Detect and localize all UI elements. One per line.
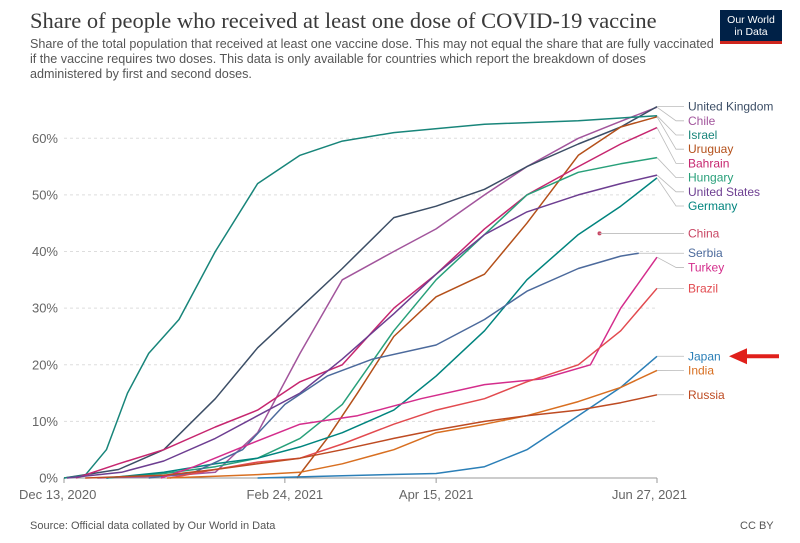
series-line-serbia[interactable] xyxy=(148,252,639,479)
legend-connector xyxy=(656,116,684,150)
legend-label-hungary[interactable]: Hungary xyxy=(688,171,733,185)
series-line-chile[interactable] xyxy=(97,106,658,479)
legend-connector xyxy=(656,174,684,193)
annotation xyxy=(729,348,779,365)
series-line-japan[interactable] xyxy=(257,355,658,479)
legend-label-chile[interactable]: Chile xyxy=(688,114,716,128)
legend-connector xyxy=(656,256,684,268)
legend-connector xyxy=(656,106,684,122)
legend-label-serbia[interactable]: Serbia xyxy=(688,246,723,260)
legend-connector xyxy=(656,115,684,136)
source-note[interactable]: Source: Official data collated by Our Wo… xyxy=(30,520,276,532)
series-line-united-kingdom[interactable] xyxy=(63,105,658,479)
series-line-turkey[interactable] xyxy=(160,256,658,479)
legend-label-united-kingdom[interactable]: United Kingdom xyxy=(688,100,773,114)
y-tick-label: 60% xyxy=(32,131,58,146)
series-line-hungary[interactable] xyxy=(106,156,658,479)
series-line-uruguay[interactable] xyxy=(296,116,658,479)
series-line-india[interactable] xyxy=(166,369,658,479)
x-tick-label: Feb 24, 2021 xyxy=(247,487,324,502)
axes: 0% 10% 20% 30% 40% 50% 60% Dec 13, 2020 Feb 24, … xyxy=(19,131,687,502)
y-tick-label: 50% xyxy=(32,187,58,202)
series-line-israel[interactable] xyxy=(63,114,658,479)
legend-connector xyxy=(656,127,684,164)
chart-title: Share of people who received at least on… xyxy=(30,8,657,33)
series-line-russia[interactable] xyxy=(85,394,658,479)
logo-line-1: Our World xyxy=(727,14,775,26)
legend: United KingdomChileIsraelUruguayBahrainH… xyxy=(599,100,773,402)
series-lines xyxy=(63,105,658,479)
legend-connector xyxy=(656,157,684,179)
series-line-united-states[interactable] xyxy=(66,174,658,479)
legend-label-brazil[interactable]: Brazil xyxy=(688,281,718,295)
legend-label-japan[interactable]: Japan xyxy=(688,349,721,363)
legend-label-uruguay[interactable]: Uruguay xyxy=(688,142,733,156)
legend-label-israel[interactable]: Israel xyxy=(688,128,717,142)
y-tick-label: 20% xyxy=(32,357,58,372)
x-tick-label: Apr 15, 2021 xyxy=(399,487,473,502)
legend-label-united-states[interactable]: United States xyxy=(688,185,760,199)
owid-logo[interactable]: Our World in Data xyxy=(720,10,782,44)
series-line-brazil[interactable] xyxy=(169,287,658,479)
license-link[interactable]: CC BY xyxy=(740,520,774,532)
legend-label-russia[interactable]: Russia xyxy=(688,388,725,402)
x-tick-label: Jun 27, 2021 xyxy=(612,487,687,502)
y-tick-label: 40% xyxy=(32,244,58,259)
legend-label-turkey[interactable]: Turkey xyxy=(688,260,724,274)
legend-label-china[interactable]: China xyxy=(688,226,720,240)
x-tick-label: Dec 13, 2020 xyxy=(19,487,96,502)
chart-subtitle: Share of the total population that recei… xyxy=(30,37,714,82)
annotation-arrow-head xyxy=(729,348,747,365)
y-tick-label: 0% xyxy=(39,471,58,486)
legend-label-germany[interactable]: Germany xyxy=(688,199,737,213)
logo-line-2: in Data xyxy=(734,26,768,38)
legend-label-bahrain[interactable]: Bahrain xyxy=(688,156,729,170)
y-tick-label: 10% xyxy=(32,414,58,429)
series-line-bahrain[interactable] xyxy=(75,126,658,479)
legend-label-india[interactable]: India xyxy=(688,363,714,377)
series-line-germany[interactable] xyxy=(106,177,658,479)
y-tick-label: 30% xyxy=(32,301,58,316)
legend-connector xyxy=(656,177,684,207)
